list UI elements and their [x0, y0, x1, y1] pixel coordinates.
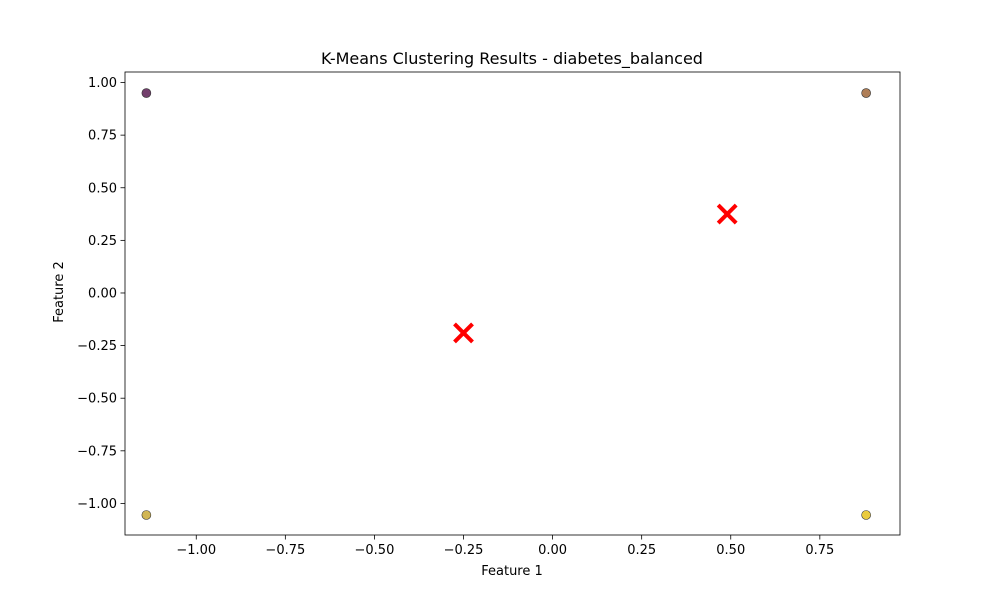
- y-tick-label: 0.50: [88, 181, 117, 196]
- y-axis-title: Feature 2: [52, 261, 67, 323]
- x-axis-title: Feature 1: [481, 564, 543, 579]
- y-tick-label: −0.50: [77, 392, 117, 407]
- x-tick-label: −0.75: [265, 543, 305, 558]
- y-tick-label: 1.00: [88, 76, 117, 91]
- y-tick-label: 0.75: [88, 129, 117, 144]
- y-tick-label: 0.25: [88, 234, 117, 249]
- centroid-marker: [716, 203, 738, 225]
- chart-title: K-Means Clustering Results - diabetes_ba…: [321, 49, 703, 69]
- y-tick-label: −1.00: [77, 497, 117, 512]
- plot-area: −1.00 −0.75 −0.50 −0.25 0.00 0.25 0.50 0.75 −1.0…: [77, 71, 901, 558]
- x-tick-label: −0.25: [444, 543, 484, 558]
- plot-frame: [124, 71, 901, 536]
- x-tick-label: −1.00: [176, 543, 216, 558]
- data-point: [141, 510, 152, 520]
- x-tick-label: 0.25: [627, 543, 656, 558]
- data-point: [141, 88, 152, 98]
- y-tick-label: −0.25: [77, 339, 117, 354]
- y-tick-label: −0.75: [77, 444, 117, 459]
- x-tick-label: 0.75: [805, 543, 834, 558]
- y-tick-label: 0.00: [88, 286, 117, 301]
- centroid-marker: [453, 322, 474, 344]
- x-tick-label: 0.50: [716, 543, 745, 558]
- data-point: [861, 88, 871, 98]
- x-tick-label: −0.50: [355, 543, 395, 558]
- data-point: [861, 510, 871, 520]
- x-tick-label: 0.00: [538, 543, 567, 558]
